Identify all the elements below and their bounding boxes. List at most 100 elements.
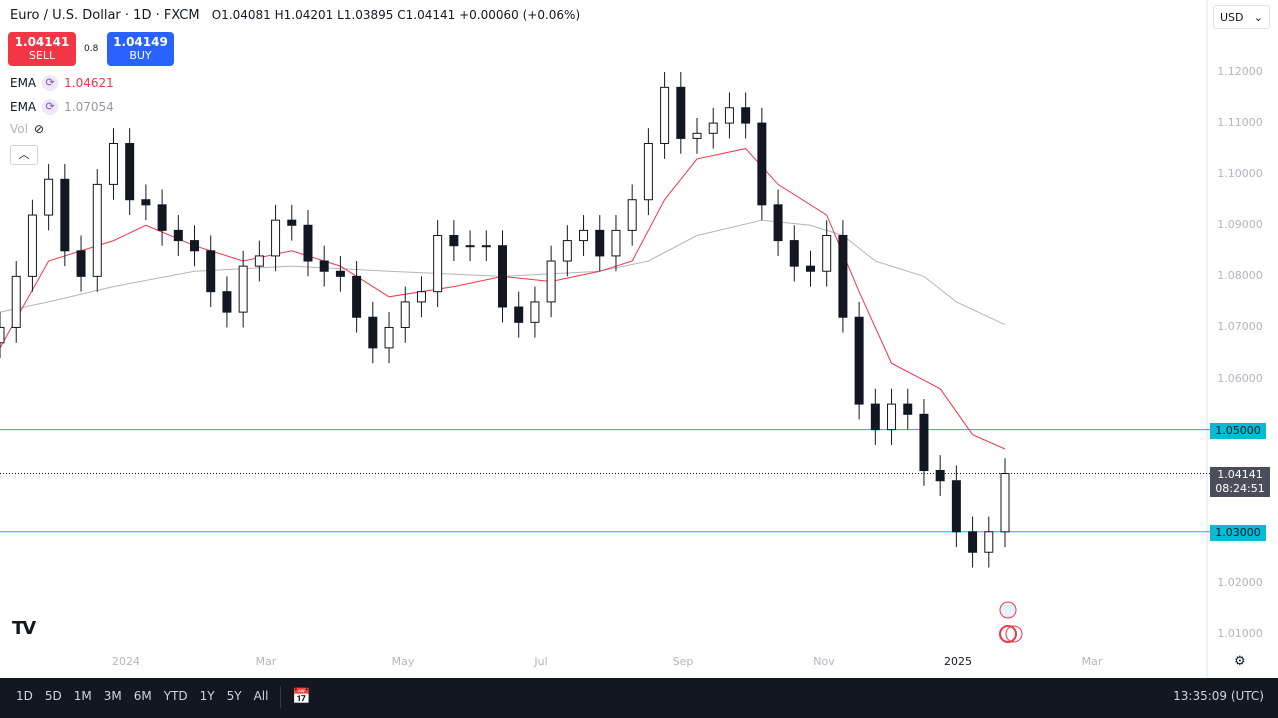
- buy-button[interactable]: 1.04149 BUY: [107, 32, 174, 66]
- candle-body: [190, 240, 200, 252]
- economic-event-icon: [999, 601, 1017, 619]
- candle-body: [498, 245, 507, 308]
- candle-body: [384, 326, 394, 349]
- candle-body: [805, 265, 815, 272]
- legend-value: 1.04621: [64, 76, 114, 90]
- time-tick: 2025: [944, 655, 972, 668]
- range-button-1d[interactable]: 1D: [16, 689, 33, 703]
- price-tick: 1.08000: [1217, 269, 1263, 283]
- legend-volume[interactable]: Vol ⊘: [10, 122, 44, 136]
- legend-label: EMA: [10, 76, 37, 90]
- candle-body: [854, 316, 864, 405]
- range-button-1m[interactable]: 1M: [73, 689, 92, 703]
- candle-body: [773, 204, 783, 242]
- time-tick: Mar: [1081, 655, 1103, 668]
- candle-body: [984, 531, 994, 553]
- sell-button[interactable]: 1.04141 SELL: [8, 32, 76, 66]
- candle-body: [465, 245, 475, 248]
- candle-body: [1000, 473, 1010, 533]
- high-value: H1.04201: [274, 8, 334, 22]
- candle-body: [222, 291, 232, 313]
- tradingview-logo[interactable]: TV: [12, 618, 36, 639]
- price-tick: 1.07000: [1217, 320, 1263, 334]
- legend-label: EMA: [10, 100, 37, 114]
- candle-body: [433, 234, 443, 293]
- range-button-1y[interactable]: 1Y: [199, 689, 215, 703]
- level-label: 1.03000: [1210, 525, 1266, 541]
- candle-body: [562, 240, 572, 262]
- divider: [280, 686, 281, 708]
- candle-body: [708, 122, 718, 134]
- ema-fast-line: [0, 148, 1006, 450]
- range-button-5d[interactable]: 5D: [44, 689, 62, 703]
- candle-body: [368, 316, 378, 349]
- candle-body: [254, 255, 264, 267]
- candle-body: [887, 403, 897, 431]
- candle-body: [757, 122, 767, 206]
- legend-ema-slow[interactable]: EMA ⟳ 1.07054: [10, 99, 114, 115]
- loading-icon: ⟳: [42, 99, 59, 115]
- settings-icon[interactable]: ⚙: [1234, 654, 1246, 669]
- candle-body: [27, 214, 37, 277]
- candle-body: [676, 86, 686, 139]
- legend-label: Vol: [10, 122, 28, 136]
- price-tick: 1.12000: [1217, 65, 1263, 78]
- candle-body: [481, 245, 491, 248]
- candle-body: [108, 143, 118, 185]
- candle-body: [643, 143, 653, 201]
- eye-hidden-icon[interactable]: ⊘: [33, 122, 45, 136]
- candle-body: [416, 291, 426, 303]
- range-button-all[interactable]: All: [253, 689, 269, 703]
- candle-body: [92, 183, 102, 277]
- candle-body: [579, 229, 589, 242]
- candle-body: [903, 403, 913, 415]
- candle-body: [400, 301, 410, 328]
- price-chart[interactable]: [0, 0, 1278, 678]
- candle-body: [838, 234, 848, 318]
- legend-value: 1.07054: [64, 100, 114, 114]
- spread: 0.8: [84, 44, 99, 54]
- candle-body: [141, 199, 151, 206]
- symbol-title[interactable]: Euro / U.S. Dollar · 1D · FXCM: [10, 8, 200, 23]
- level-label: 1.05000: [1210, 423, 1266, 439]
- price-tick: 1.09000: [1217, 218, 1263, 232]
- candle-body: [335, 270, 345, 277]
- candle-body: [514, 306, 524, 323]
- price-tick: 1.01000: [1217, 626, 1263, 640]
- range-button-ytd[interactable]: YTD: [163, 689, 188, 703]
- candle-body: [125, 143, 135, 201]
- buy-label: BUY: [129, 49, 152, 62]
- candle-body: [611, 229, 621, 257]
- open-value: O1.04081: [211, 8, 271, 22]
- clock[interactable]: 13:35:09 (UTC): [1173, 689, 1264, 703]
- candle-body: [238, 265, 248, 313]
- range-button-6m[interactable]: 6M: [133, 689, 152, 703]
- candle-body: [44, 178, 54, 216]
- price-tick: 1.02000: [1217, 575, 1263, 589]
- candle-body: [724, 107, 734, 124]
- candle-body: [968, 531, 978, 553]
- symbol-header: Euro / U.S. Dollar · 1D · FXCM O1.04081 …: [10, 8, 580, 23]
- range-button-3m[interactable]: 3M: [103, 689, 122, 703]
- low-value: L1.03895: [337, 8, 394, 22]
- currency-select[interactable]: USD ⌄: [1213, 5, 1270, 29]
- candle-body: [206, 250, 216, 293]
- currency-value: USD: [1220, 11, 1244, 24]
- current-price: 1.04141: [1217, 468, 1263, 481]
- candle-body: [935, 470, 945, 482]
- range-button-5y[interactable]: 5Y: [226, 689, 242, 703]
- us-flag-event-icon: [999, 625, 1017, 643]
- legend-ema-fast[interactable]: EMA ⟳ 1.04621: [10, 75, 114, 91]
- bottom-toolbar: 1D 5D 1M 3M 6M YTD 1Y 5Y All 📅 13:35:09 (UTC): [0, 678, 1278, 718]
- time-tick: 2024: [112, 655, 140, 668]
- candle-body: [173, 229, 183, 242]
- candle-body: [157, 204, 167, 231]
- candle-body: [627, 199, 637, 231]
- sell-price: 1.04141: [14, 35, 70, 49]
- time-tick: Mar: [255, 655, 277, 668]
- price-tick: 1.10000: [1217, 167, 1263, 181]
- go-to-date-icon[interactable]: 📅: [292, 687, 311, 705]
- candle-body: [660, 86, 670, 145]
- collapse-legend-button[interactable]: ︿: [10, 145, 38, 165]
- candle-body: [0, 326, 5, 344]
